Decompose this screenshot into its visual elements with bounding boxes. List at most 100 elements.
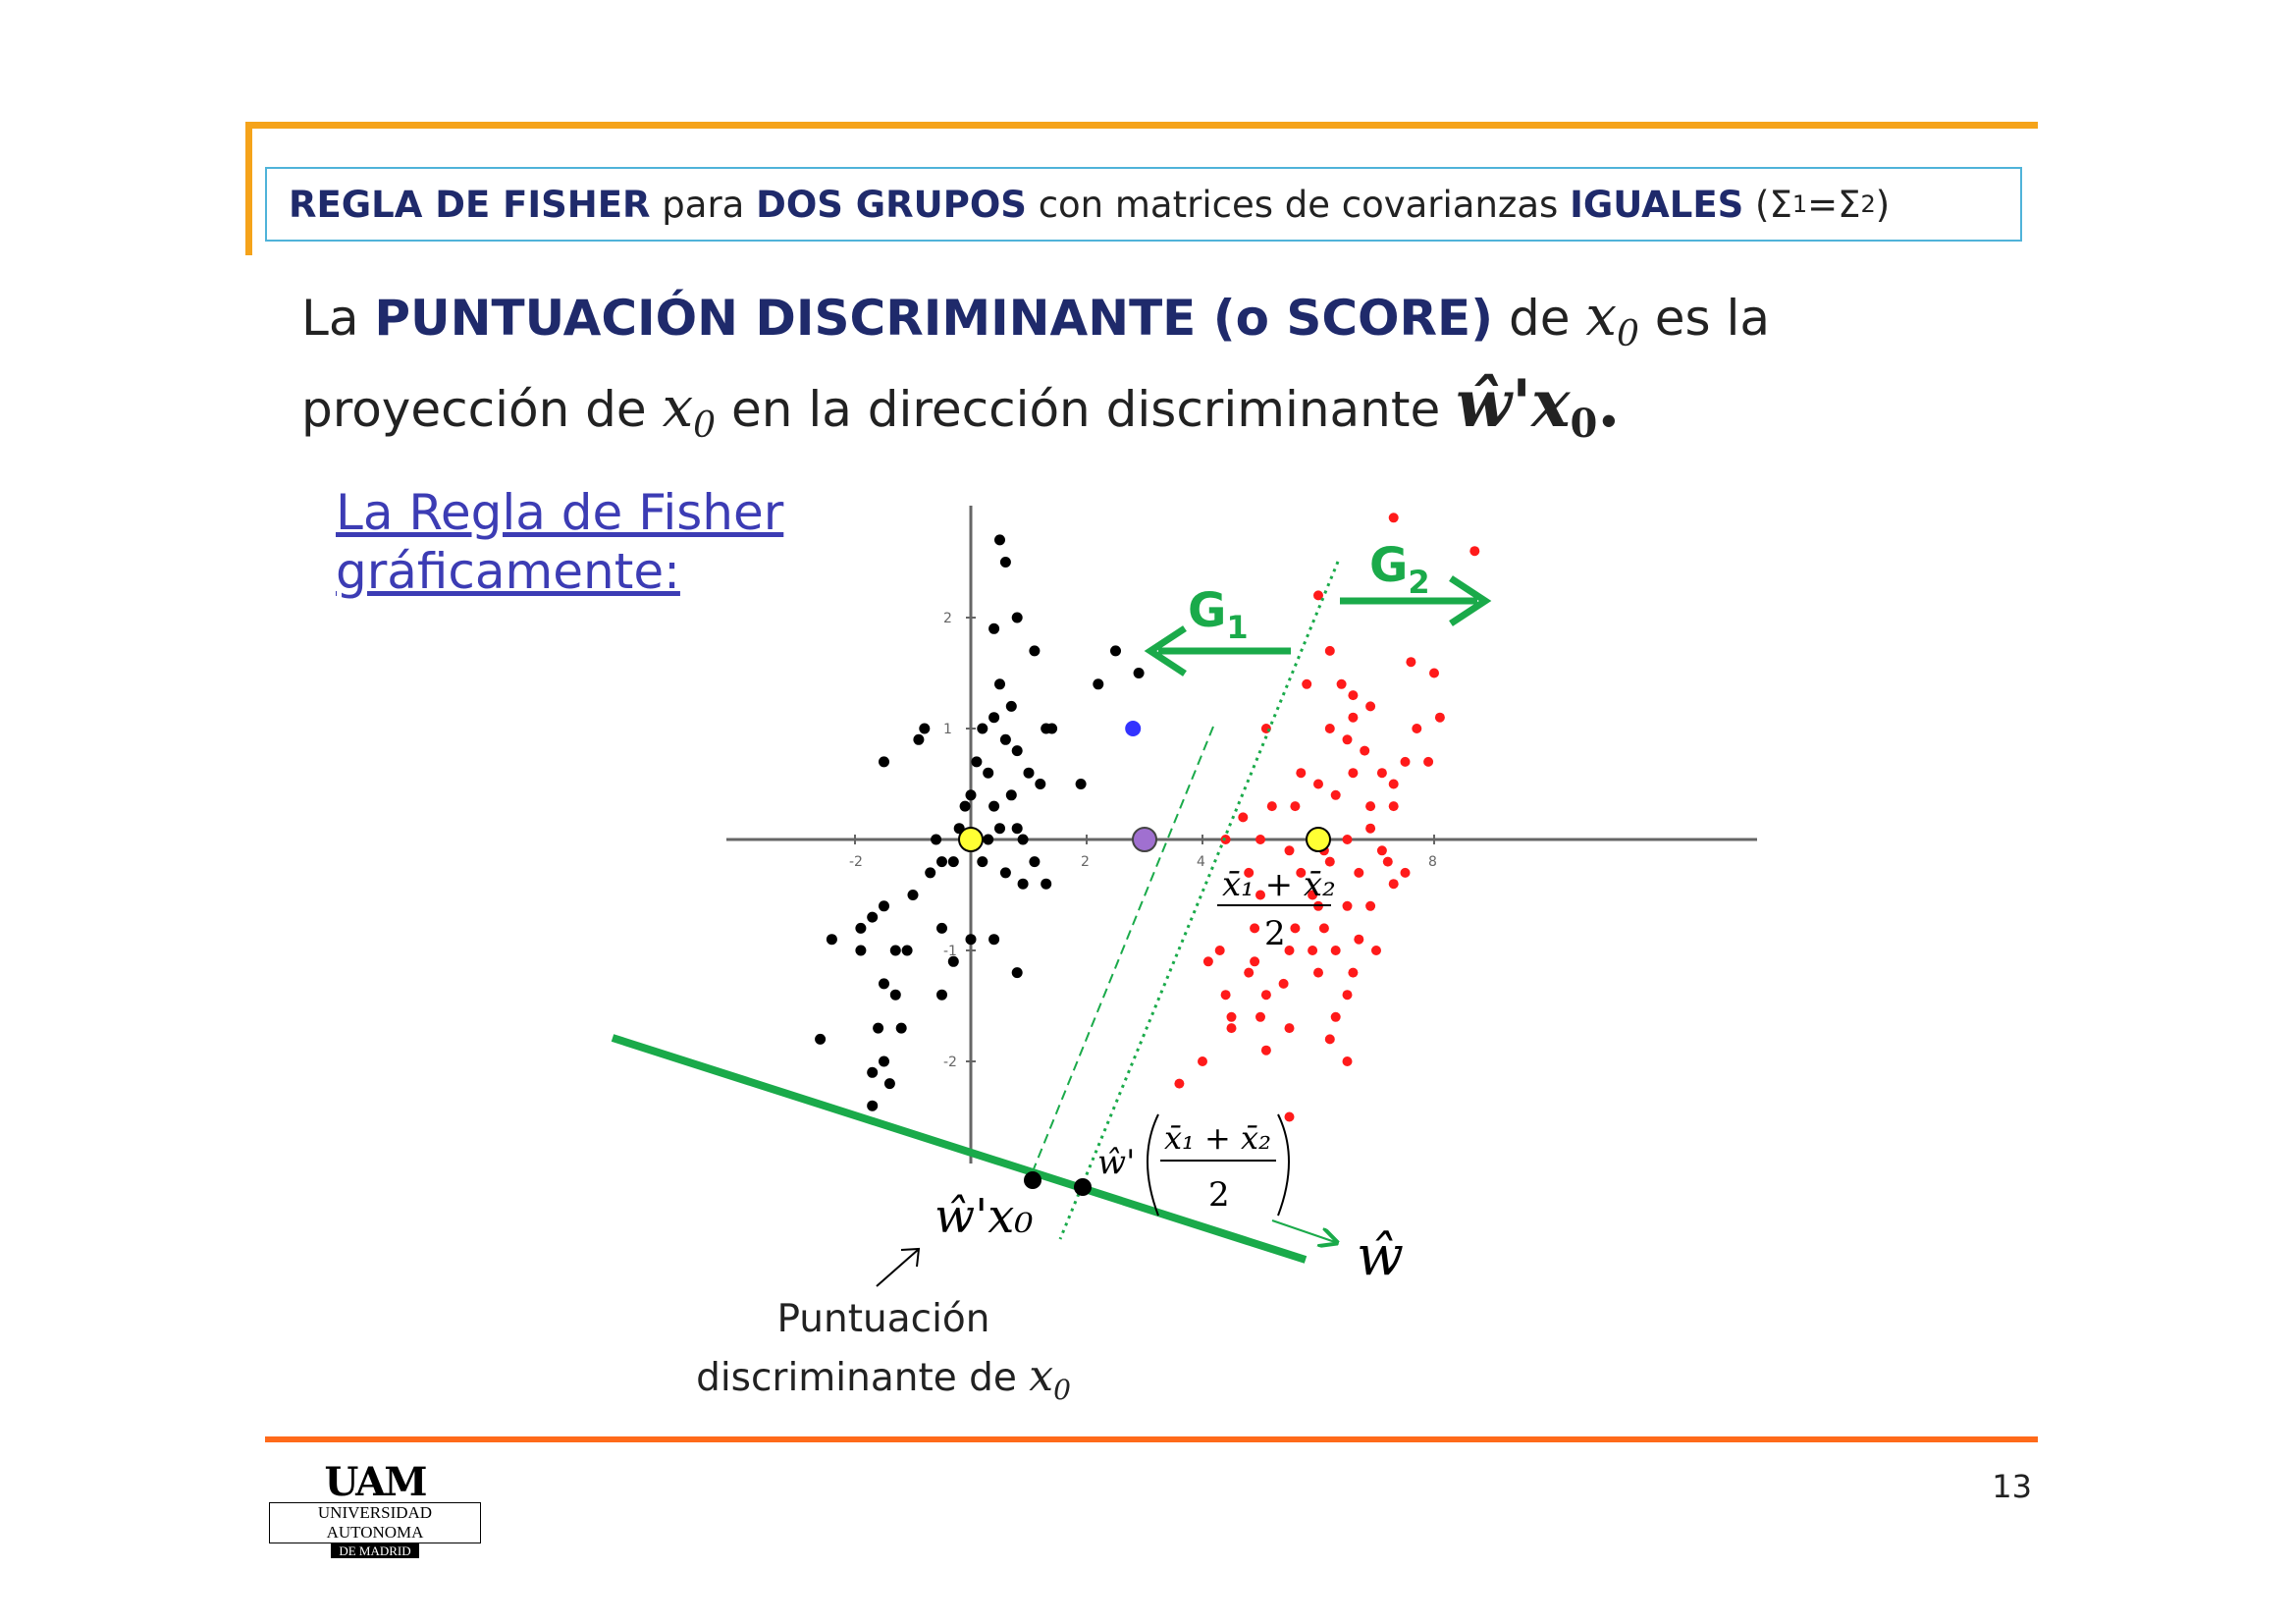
group1-point: [936, 922, 947, 934]
group1-point: [889, 945, 901, 956]
group2-point: [1174, 1078, 1185, 1089]
group2-point: [1290, 923, 1301, 934]
logo-line-1: UNIVERSIDAD AUTONOMA: [269, 1502, 481, 1543]
group1-point: [999, 867, 1011, 879]
subtitle-link[interactable]: La Regla de Fisher gráficamente:: [336, 483, 846, 601]
group2-point: [1406, 657, 1416, 668]
title-text: =Σ: [1807, 183, 1861, 226]
group2-point: [1376, 768, 1387, 779]
group2-point: [1342, 734, 1353, 745]
logo-mark: UAM: [324, 1459, 428, 1505]
group2-point: [1214, 946, 1225, 955]
group2-point: [1412, 724, 1422, 733]
intro-line-1: La PUNTUACIÓN DISCRIMINANTE (o SCORE) de…: [301, 285, 1770, 354]
group2-point: [1342, 990, 1353, 1001]
group2-point: [1284, 845, 1295, 856]
group2-point: [1255, 890, 1265, 900]
group2-points: [1174, 513, 1480, 1122]
group1-point: [988, 623, 1000, 634]
midpoint-label-denominator: 2: [1264, 914, 1286, 953]
group2-point: [1226, 1011, 1237, 1022]
group2-point: [1244, 867, 1255, 878]
intro-text: es la: [1638, 290, 1771, 347]
group2-point: [1284, 946, 1295, 955]
group1-point: [1005, 700, 1017, 712]
group1-point: [977, 723, 988, 734]
group1-point: [919, 723, 931, 734]
group2-point: [1318, 923, 1329, 934]
caption-arrowhead: [900, 1247, 921, 1268]
caption-x0: x: [1029, 1351, 1054, 1401]
footer-bar: [265, 1436, 2038, 1442]
caption-text: discriminante de: [696, 1356, 1030, 1400]
group1-point: [855, 945, 867, 956]
group2-point: [1342, 835, 1353, 844]
midpoint-label-numerator: x̄₁ + x̄₂: [1222, 865, 1336, 904]
group2-point: [1250, 956, 1260, 967]
title-sub: 1: [1791, 190, 1808, 218]
group2-point: [1302, 678, 1312, 689]
group1-point: [1023, 767, 1035, 779]
group1-point: [999, 733, 1011, 745]
group1-point: [988, 712, 1000, 724]
group1-point: [1005, 789, 1017, 801]
group2-point: [1382, 856, 1393, 867]
g1-label: G1: [1188, 583, 1249, 646]
projection-label: ŵ'x₀: [934, 1189, 1034, 1244]
intro-emphasis: PUNTUACIÓN DISCRIMINANTE (o SCORE): [374, 290, 1494, 347]
group1-point: [971, 756, 983, 768]
group1-point: [907, 890, 919, 900]
intro-score-formula: ŵ'x: [1456, 365, 1571, 442]
group2-point: [1400, 756, 1411, 767]
group1-point: [889, 989, 901, 1001]
group2-point: [1388, 513, 1399, 523]
title-text: (Σ: [1743, 183, 1792, 226]
group1-point: [994, 823, 1005, 835]
group1-point: [983, 767, 994, 779]
group2-point: [1308, 946, 1318, 955]
group1-point: [879, 978, 889, 990]
caption-line-1: Puntuación: [776, 1297, 990, 1341]
group1-point: [1035, 779, 1046, 789]
group1-point: [988, 800, 1000, 812]
title-two-groups: DOS GRUPOS: [756, 183, 1027, 226]
group1-point: [1011, 967, 1023, 979]
intro-line-2: proyección de x0 en la dirección discrim…: [301, 365, 1620, 447]
discriminant-axis: [611, 1034, 1308, 1264]
group1-point: [815, 1033, 827, 1045]
group1-point: [1110, 645, 1121, 657]
group2-point: [1296, 768, 1307, 779]
group2-point: [1250, 923, 1260, 934]
group1-point: [1029, 645, 1041, 657]
group1-point: [1029, 856, 1041, 868]
group2-point: [1260, 1045, 1271, 1056]
y-tick-label: -1: [943, 944, 957, 959]
group1-point: [895, 1022, 907, 1034]
means-midpoint: [1132, 827, 1157, 852]
group2-point: [1365, 900, 1376, 911]
intro-text: proyección de: [301, 381, 663, 438]
intro-text: La: [301, 290, 375, 347]
group2-point: [1324, 645, 1335, 656]
group2-point: [1342, 1056, 1353, 1066]
title-text: ): [1875, 183, 1891, 226]
group2-point: [1284, 1111, 1295, 1122]
projected-midpoint: [1074, 1178, 1092, 1196]
group1-point: [1041, 878, 1052, 890]
caption-x0-sub: 0: [1053, 1373, 1071, 1406]
group1-point: [867, 1100, 879, 1111]
projection-mid-denominator: 2: [1208, 1175, 1230, 1215]
intro-x0: x: [662, 376, 694, 440]
group2-point: [1365, 801, 1376, 812]
slide-title-box: REGLA DE FISHER para DOS GRUPOS con matr…: [265, 167, 2022, 242]
group1-point: [1075, 779, 1087, 789]
group1-point: [879, 756, 889, 768]
projection-mid-prefix: ŵ': [1097, 1143, 1135, 1182]
group1-point: [1011, 745, 1023, 757]
group2-point: [1308, 890, 1318, 900]
group2-point: [1342, 900, 1353, 911]
group2-mean: [1306, 827, 1331, 852]
subtitle-line-2: gráficamente:: [336, 543, 680, 600]
group2-point: [1226, 1023, 1237, 1034]
